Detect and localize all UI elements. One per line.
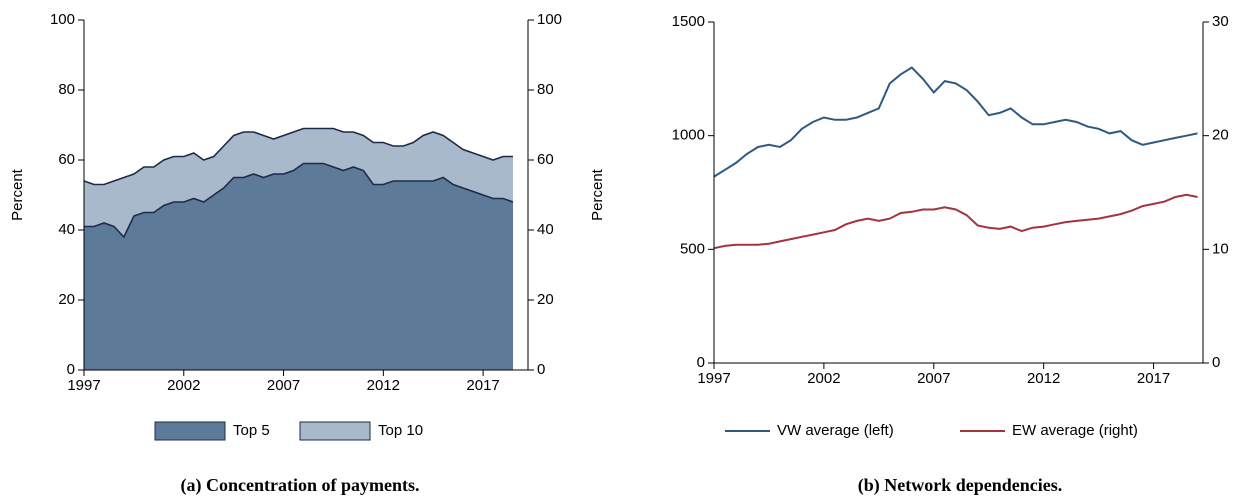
y-tick-label: 0 xyxy=(697,354,705,371)
x-tick-label: 2017 xyxy=(1137,370,1170,387)
y2-tick-label: 80 xyxy=(537,81,554,98)
legend-label: Top 10 xyxy=(378,422,423,439)
x-tick-label: 2002 xyxy=(167,377,200,394)
area-edge xyxy=(83,127,513,186)
y2-tick-label: 0 xyxy=(537,361,545,378)
legend-label: VW average (left) xyxy=(777,422,894,439)
y-tick-label: 500 xyxy=(680,240,705,257)
x-tick-label: 2012 xyxy=(1027,370,1060,387)
y2-tick-label: 20 xyxy=(1212,127,1229,144)
y2-tick-label: 40 xyxy=(537,221,554,238)
y-tick-label: 80 xyxy=(58,81,75,98)
x-tick-label: 1997 xyxy=(697,370,730,387)
y2-tick-label: 30 xyxy=(1212,13,1229,30)
caption: (b) Network dependencies. xyxy=(858,475,1063,496)
legend-label: EW average (right) xyxy=(1012,422,1138,439)
line xyxy=(713,193,1198,250)
axes-frame xyxy=(83,20,529,371)
x-tick-label: 2012 xyxy=(367,377,400,394)
axes-frame xyxy=(713,22,1204,364)
y-tick-label: 1000 xyxy=(672,127,705,144)
y2-tick-label: 60 xyxy=(537,151,554,168)
y-axis-label: Percent xyxy=(9,168,26,221)
x-tick-label: 2017 xyxy=(466,377,499,394)
x-tick-label: 2007 xyxy=(267,377,300,394)
line xyxy=(713,66,1198,178)
y-tick-label: 1500 xyxy=(672,13,705,30)
y2-tick-label: 100 xyxy=(537,11,562,28)
y2-tick-label: 10 xyxy=(1212,240,1229,257)
y-tick-label: 20 xyxy=(58,291,75,308)
y-tick-label: 0 xyxy=(67,361,75,378)
area-edge xyxy=(84,162,514,239)
y-tick-label: 40 xyxy=(58,221,75,238)
x-tick-label: 2007 xyxy=(917,370,950,387)
x-tick-label: 1997 xyxy=(67,377,100,394)
y-tick-label: 60 xyxy=(58,151,75,168)
y2-tick-label: 20 xyxy=(537,291,554,308)
legend-swatch xyxy=(154,421,226,441)
legend-label: Top 5 xyxy=(233,422,270,439)
y2-axis-label: Percent xyxy=(589,168,606,221)
x-tick-label: 2002 xyxy=(807,370,840,387)
area xyxy=(84,163,513,370)
y2-tick-label: 0 xyxy=(1212,354,1220,371)
legend-swatch xyxy=(299,421,371,441)
y-tick-label: 100 xyxy=(50,11,75,28)
caption: (a) Concentration of payments. xyxy=(181,475,420,496)
